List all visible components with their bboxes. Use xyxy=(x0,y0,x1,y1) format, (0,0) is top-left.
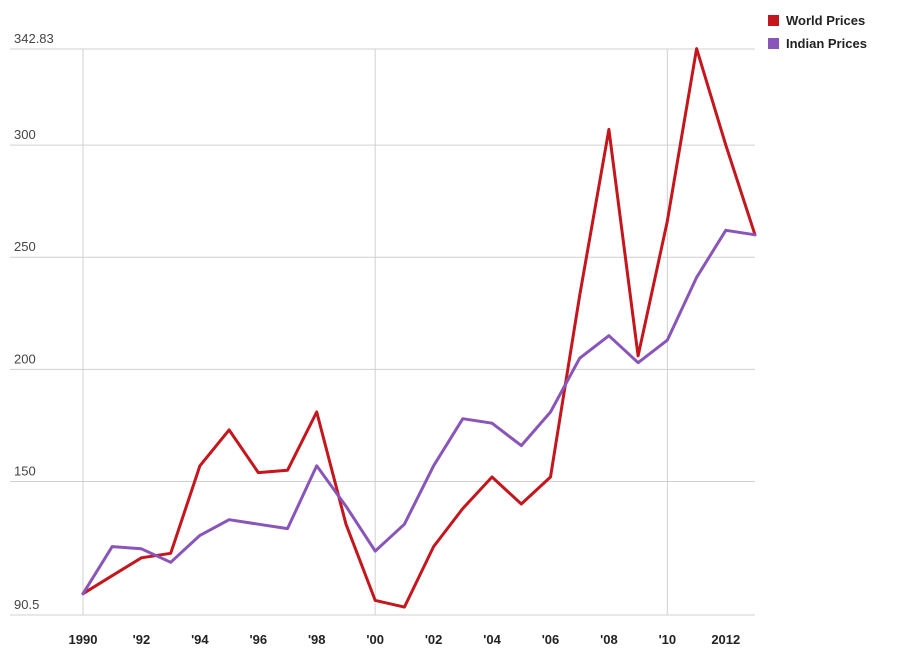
x-tick-label: 2012 xyxy=(711,632,740,647)
legend-swatch-indian-prices xyxy=(768,38,779,49)
x-tick-label: '10 xyxy=(659,632,677,647)
x-tick-label: '92 xyxy=(133,632,151,647)
x-tick-label: '96 xyxy=(250,632,268,647)
x-tick-label: '08 xyxy=(600,632,618,647)
x-tick-label: '02 xyxy=(425,632,443,647)
x-tick-label: '94 xyxy=(191,632,209,647)
x-tick-label: '04 xyxy=(483,632,501,647)
x-tick-label: '06 xyxy=(542,632,560,647)
x-tick-label: '00 xyxy=(366,632,384,647)
series-lines xyxy=(81,47,757,609)
y-axis-tick-labels: 90.5 150 200 250 300 342.83 xyxy=(14,31,54,612)
series-line-indian-prices xyxy=(81,228,757,596)
y-tick-label: 200 xyxy=(14,351,36,366)
legend-swatch-world-prices xyxy=(768,15,779,26)
y-tick-label: 342.83 xyxy=(14,31,54,46)
x-tick-label: '98 xyxy=(308,632,326,647)
legend-label-world-prices: World Prices xyxy=(786,13,865,28)
horizontal-gridlines xyxy=(10,48,755,616)
x-tick-label: 1990 xyxy=(69,632,98,647)
vertical-gridlines xyxy=(82,49,668,615)
legend-label-indian-prices: Indian Prices xyxy=(786,36,867,51)
y-tick-label: 150 xyxy=(14,464,36,479)
y-tick-label: 250 xyxy=(14,239,36,254)
y-tick-label: 300 xyxy=(14,127,36,142)
series-line-world-prices xyxy=(81,47,757,609)
y-tick-label: 90.5 xyxy=(14,597,39,612)
legend: World Prices Indian Prices xyxy=(768,13,867,51)
x-axis-tick-labels: 1990 '92 '94 '96 '98 '00 '02 '04 '06 '08 '10 2012 xyxy=(69,632,741,647)
